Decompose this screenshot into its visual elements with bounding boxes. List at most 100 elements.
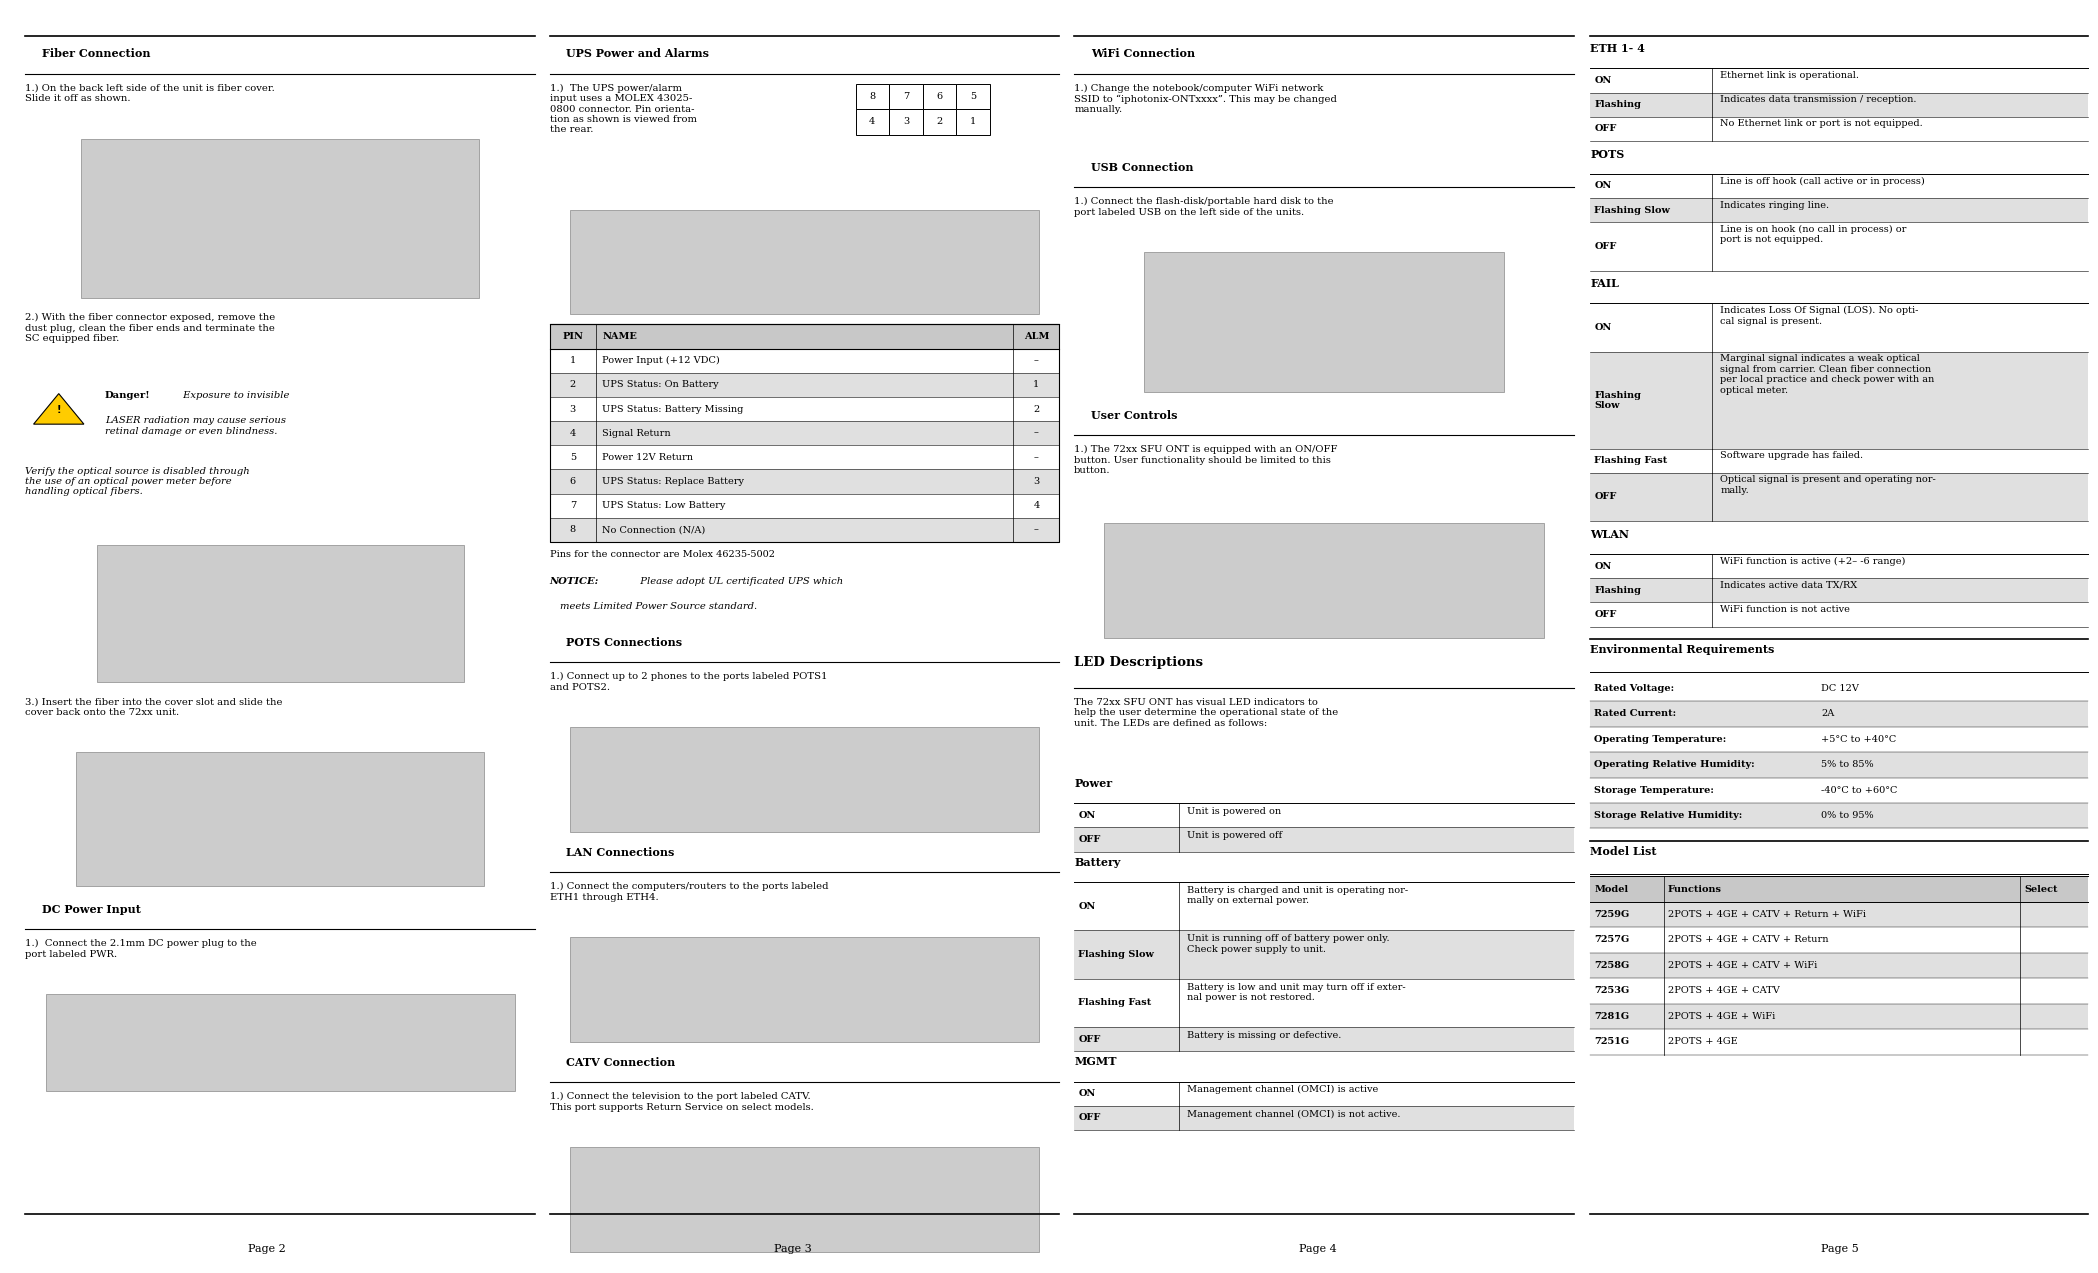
- Bar: [1590, 351, 2088, 448]
- Bar: [1590, 199, 2088, 223]
- Text: 8: 8: [869, 92, 875, 101]
- Text: Page 4: Page 4: [1299, 1244, 1336, 1254]
- Text: Power 12V Return: Power 12V Return: [602, 453, 692, 462]
- Bar: [1590, 701, 2088, 727]
- Bar: [1590, 952, 2088, 978]
- Text: 8: 8: [571, 526, 575, 535]
- Text: WiFi Connection: WiFi Connection: [1091, 48, 1196, 60]
- Text: ETH 1- 4: ETH 1- 4: [1590, 43, 1645, 55]
- Text: Please adopt UL certificated UPS which: Please adopt UL certificated UPS which: [634, 577, 843, 586]
- Text: OFF: OFF: [1594, 610, 1618, 619]
- Text: 7257G: 7257G: [1594, 936, 1630, 945]
- Bar: [1074, 1027, 1574, 1051]
- Text: DC 12V: DC 12V: [1821, 684, 1859, 693]
- Text: CATV Connection: CATV Connection: [566, 1057, 676, 1068]
- Bar: [46, 994, 514, 1091]
- Text: 5% to 85%: 5% to 85%: [1821, 760, 1874, 769]
- Text: Indicates active data TX/RX: Indicates active data TX/RX: [1720, 580, 1857, 589]
- Text: Indicates ringing line.: Indicates ringing line.: [1720, 201, 1829, 210]
- Text: 5: 5: [571, 453, 575, 462]
- Text: Model: Model: [1594, 885, 1628, 894]
- Text: 2: 2: [1034, 405, 1039, 414]
- Text: UPS Status: Replace Battery: UPS Status: Replace Battery: [602, 477, 745, 486]
- Text: DC Power Input: DC Power Input: [42, 904, 141, 915]
- Text: Fiber Connection: Fiber Connection: [42, 48, 151, 60]
- Text: 4: 4: [869, 117, 875, 126]
- Bar: [571, 727, 1039, 831]
- Polygon shape: [34, 393, 84, 424]
- Text: UPS Status: Battery Missing: UPS Status: Battery Missing: [602, 405, 743, 414]
- Text: WiFi function is active (+2– -6 range): WiFi function is active (+2– -6 range): [1720, 556, 1905, 565]
- Text: Software upgrade has failed.: Software upgrade has failed.: [1720, 451, 1863, 460]
- Text: ON: ON: [1078, 1090, 1095, 1099]
- Text: Rated Voltage:: Rated Voltage:: [1594, 684, 1674, 693]
- Bar: [97, 545, 464, 682]
- Text: ON: ON: [1594, 323, 1611, 332]
- Text: 3.) Insert the fiber into the cover slot and slide the
cover back onto the 72xx : 3.) Insert the fiber into the cover slot…: [25, 698, 283, 717]
- Bar: [1590, 803, 2088, 829]
- Bar: [1590, 578, 2088, 602]
- Text: 2.) With the fiber connector exposed, remove the
dust plug, clean the fiber ends: 2.) With the fiber connector exposed, re…: [25, 313, 275, 344]
- Text: LED Descriptions: LED Descriptions: [1074, 656, 1202, 668]
- Bar: [1143, 252, 1504, 392]
- Bar: [957, 84, 990, 109]
- Text: ON: ON: [1078, 901, 1095, 910]
- Bar: [550, 470, 1059, 494]
- Text: PIN: PIN: [562, 332, 583, 341]
- Text: Battery is low and unit may turn off if exter-
nal power is not restored.: Battery is low and unit may turn off if …: [1187, 983, 1406, 1002]
- Text: 7253G: 7253G: [1594, 987, 1630, 995]
- Text: Select: Select: [2025, 885, 2058, 894]
- Text: ON: ON: [1594, 76, 1611, 85]
- Bar: [550, 494, 1059, 518]
- Text: ON: ON: [1594, 561, 1611, 570]
- Text: NAME: NAME: [602, 332, 638, 341]
- Bar: [923, 109, 957, 135]
- Text: User Controls: User Controls: [1091, 410, 1177, 421]
- Text: 7258G: 7258G: [1594, 961, 1630, 970]
- Text: OFF: OFF: [1594, 125, 1618, 134]
- Text: Unit is running off of battery power only.
Check power supply to unit.: Unit is running off of battery power onl…: [1187, 934, 1391, 953]
- Bar: [1590, 472, 2088, 521]
- Text: 7251G: 7251G: [1594, 1037, 1630, 1046]
- Bar: [571, 937, 1039, 1041]
- Text: OFF: OFF: [1594, 493, 1618, 502]
- Text: Rated Current:: Rated Current:: [1594, 709, 1676, 718]
- Bar: [1590, 876, 2088, 901]
- Bar: [550, 518, 1059, 542]
- Text: 7: 7: [571, 502, 575, 510]
- Bar: [1590, 752, 2088, 778]
- Text: ON: ON: [1594, 182, 1611, 191]
- Text: 1: 1: [571, 356, 575, 365]
- Text: NOTICE:: NOTICE:: [550, 577, 600, 586]
- Text: 6: 6: [936, 92, 942, 101]
- Bar: [82, 139, 478, 298]
- Text: WLAN: WLAN: [1590, 528, 1630, 540]
- Text: –: –: [1034, 526, 1039, 535]
- Text: Battery: Battery: [1074, 857, 1120, 868]
- Text: WiFi function is not active: WiFi function is not active: [1720, 605, 1850, 614]
- Bar: [550, 446, 1059, 470]
- Text: Page 5: Page 5: [1821, 1244, 1859, 1254]
- Text: Storage Temperature:: Storage Temperature:: [1594, 785, 1714, 794]
- Text: 1.) Connect the computers/routers to the ports labeled
ETH1 through ETH4.: 1.) Connect the computers/routers to the…: [550, 882, 829, 901]
- Text: meets Limited Power Source standard.: meets Limited Power Source standard.: [560, 602, 757, 611]
- Text: Management channel (OMCI) is not active.: Management channel (OMCI) is not active.: [1187, 1110, 1401, 1119]
- Text: 7259G: 7259G: [1594, 910, 1630, 919]
- Bar: [1590, 1003, 2088, 1029]
- Text: No Connection (N/A): No Connection (N/A): [602, 526, 705, 535]
- Text: 1.) The 72xx SFU ONT is equipped with an ON/OFF
button. User functionality shoul: 1.) The 72xx SFU ONT is equipped with an…: [1074, 446, 1339, 475]
- Text: Signal Return: Signal Return: [602, 429, 671, 438]
- Text: –: –: [1034, 429, 1039, 438]
- Text: The 72xx SFU ONT has visual LED indicators to
help the user determine the operat: The 72xx SFU ONT has visual LED indicato…: [1074, 698, 1339, 728]
- Text: Functions: Functions: [1668, 885, 1722, 894]
- Text: Power: Power: [1074, 778, 1112, 789]
- Text: 7: 7: [902, 92, 908, 101]
- Text: ALM: ALM: [1024, 332, 1049, 341]
- Text: Exposure to invisible: Exposure to invisible: [180, 391, 290, 400]
- Text: Danger!: Danger!: [105, 391, 151, 400]
- Text: 2POTS + 4GE + WiFi: 2POTS + 4GE + WiFi: [1668, 1012, 1775, 1021]
- Bar: [890, 84, 923, 109]
- Text: 1: 1: [1034, 381, 1039, 390]
- Text: Environmental Requirements: Environmental Requirements: [1590, 644, 1775, 656]
- Bar: [76, 752, 485, 886]
